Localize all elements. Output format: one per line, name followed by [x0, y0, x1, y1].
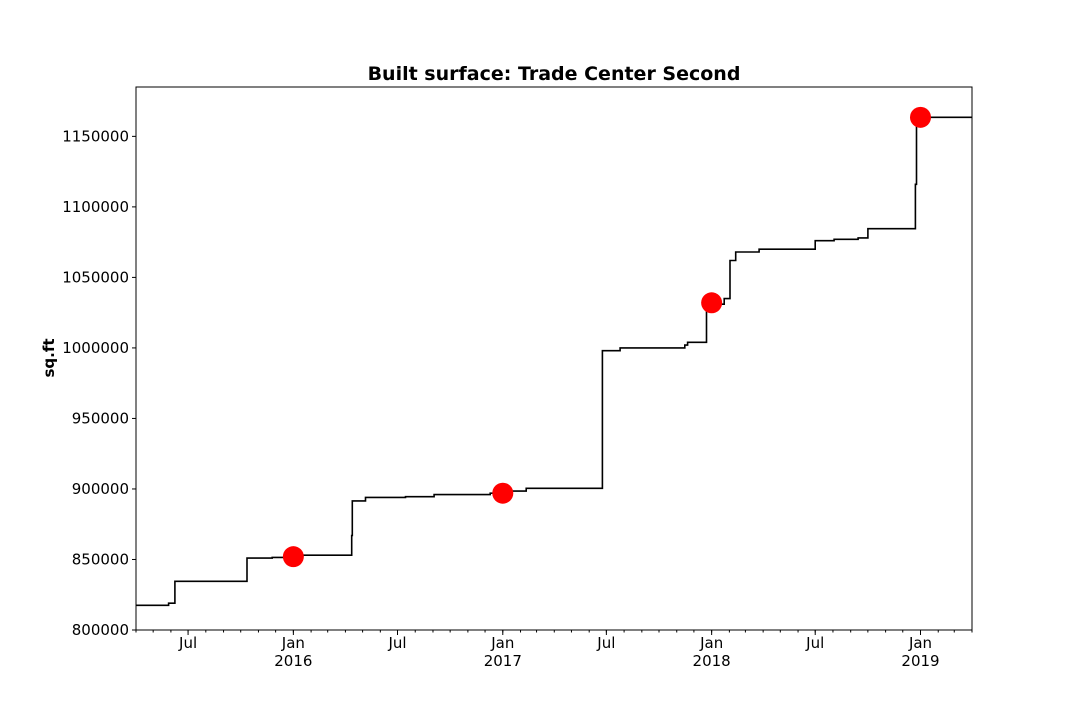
y-tick-label: 1050000: [62, 268, 129, 286]
x-tick-year-label: 2016: [274, 652, 312, 670]
data-point-marker: [492, 482, 514, 504]
x-tick-label: Jan: [908, 634, 932, 652]
x-tick-label: Jul: [178, 634, 197, 652]
x-tick-label: Jan: [281, 634, 305, 652]
x-tick-year-label: 2017: [484, 652, 522, 670]
x-tick-label: Jan: [490, 634, 514, 652]
y-tick-label: 800000: [72, 621, 129, 639]
data-point-marker: [701, 292, 723, 314]
x-tick-label: Jul: [805, 634, 824, 652]
data-point-marker: [910, 106, 932, 128]
y-axis-label: sq.ft: [40, 338, 58, 377]
data-point-marker: [282, 546, 304, 568]
x-tick-year-label: 2019: [901, 652, 939, 670]
y-axis: 800000 850000 900000 950000 1000000 1050000 11…: [62, 127, 136, 639]
x-tick-label: Jul: [596, 634, 615, 652]
x-tick-year-label: 2018: [693, 652, 731, 670]
series-line: [136, 116, 972, 607]
axes-frame: [135, 86, 973, 631]
y-tick-label: 1000000: [62, 339, 129, 357]
y-tick-label: 950000: [72, 409, 129, 427]
y-tick-label: 900000: [72, 480, 129, 498]
y-tick-label: 1100000: [62, 198, 129, 216]
y-tick-label: 850000: [72, 550, 129, 568]
x-tick-label: Jan: [699, 634, 723, 652]
plot-area: [136, 106, 972, 607]
x-tick-label: Jul: [387, 634, 406, 652]
chart-title: Built surface: Trade Center Second: [368, 63, 741, 85]
y-tick-label: 1150000: [62, 127, 129, 145]
